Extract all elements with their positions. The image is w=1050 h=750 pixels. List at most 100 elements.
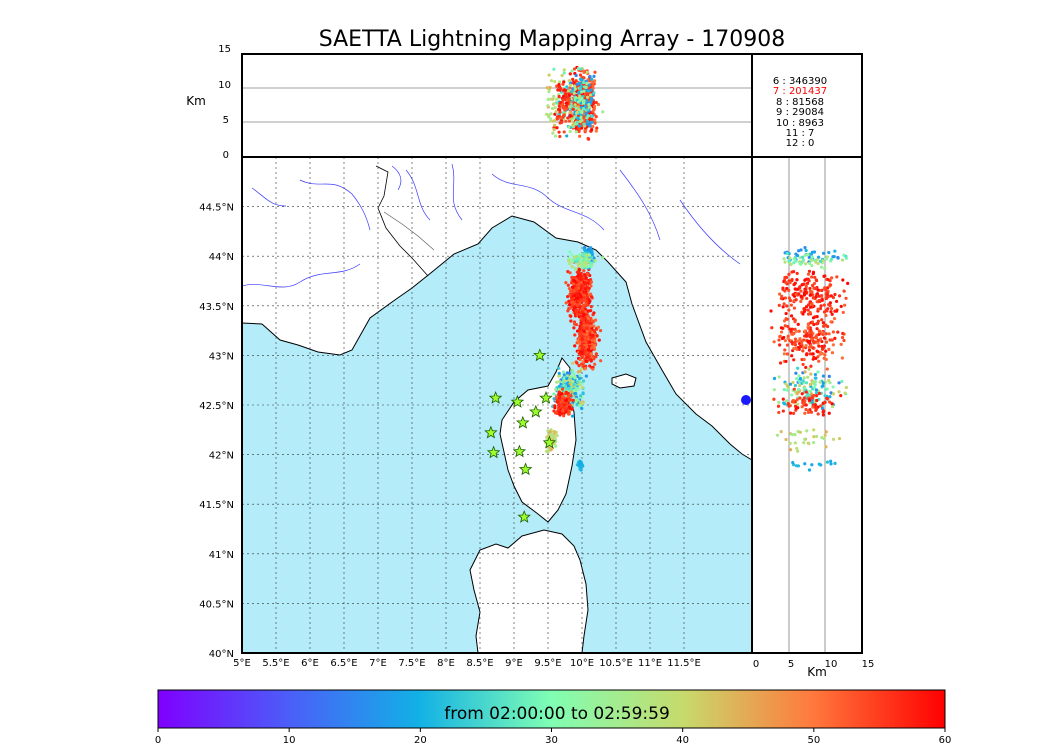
altitude-side-point [843,303,847,307]
map-y-tick-label: 40°N [209,649,234,660]
lma-stations [484,348,557,523]
lightning-source-point [582,290,586,294]
altitude-side-point [811,346,815,350]
altitude-side-point [819,404,823,408]
lightning-source-point [578,459,582,463]
altitude-top-point [593,121,597,125]
altitude-top-point [579,126,584,130]
altitude-side-point [814,336,819,340]
altitude-top-point [573,84,577,89]
altitude-side-point [821,374,826,378]
altitude-side-point [807,261,812,266]
altitude-top-point [577,107,581,111]
coastline [241,215,753,461]
altitude-side-point [820,298,824,303]
altitude-side-point [810,302,814,306]
altitude-side-point [781,409,785,413]
altitude-side-point [812,322,816,327]
altitude-side-point [816,288,820,292]
lightning-source-point [584,374,588,378]
altitude-side-point [820,347,825,351]
altitude-side-point [829,257,834,261]
altitude-side-point [826,277,830,282]
colorbar-tick-label: 20 [414,735,427,746]
lightning-source-point [579,280,583,285]
altitude-top-point [555,126,559,130]
altitude-side-point [829,459,833,463]
altitude-side-point [803,246,807,250]
altitude-side-point [795,254,800,258]
altitude-side-point [814,391,819,395]
altitude-top-point [585,81,589,85]
altitude-side-point [792,270,796,274]
altitude-side-point [813,275,817,279]
lightning-source-point [567,299,571,303]
altitude-side-point [770,326,774,330]
altitude-top-point [561,98,565,102]
altitude-side-point [806,340,811,344]
lightning-source-point [578,340,582,344]
altitude-top-point [546,97,550,101]
altitude-side-point [791,460,795,465]
lightning-source-point [581,303,586,307]
altitude-top-point [570,90,574,94]
altitude-side-point [810,275,814,279]
lightning-source-point [585,319,590,323]
altitude-side-point [783,296,787,300]
altitude-side-point [802,376,806,380]
altitude-top-point [549,97,553,101]
altitude-side-point [824,430,828,434]
altitude-top-point [573,103,577,107]
altitude-side-point [791,380,795,385]
altitude-side-point [793,383,798,388]
altitude-side-point [804,305,809,309]
altitude-side-point [806,272,811,276]
lightning-source-point [576,380,580,384]
lightning-source-point [572,372,576,376]
lightning-source-point [572,326,576,330]
altitude-side-point [827,374,831,379]
altitude-side-point [794,406,798,411]
altitude-side-point [789,303,793,307]
altitude-side-point [822,303,826,307]
altitude-top-point [585,93,590,97]
altitude-side-point [825,309,829,313]
lightning-source-point [561,409,565,413]
altitude-side-point [786,324,790,329]
lightning-source-point [569,289,573,293]
lightning-source-point [593,344,597,348]
altitude-side-point [837,381,841,385]
station-star-icon [539,391,553,404]
altitude-side-point [804,390,808,394]
alt-side-tick: 15 [862,659,875,670]
altitude-side-point [809,364,813,368]
altitude-top-point [555,116,559,120]
altitude-side-point [816,338,820,343]
altitude-side-point [815,327,819,331]
altitude-side-point [844,385,848,390]
altitude-side-point [820,330,824,335]
altitude-side-point [798,430,802,434]
altitude-top-point [588,121,592,125]
lightning-source-point [588,277,593,282]
altitude-side-point [824,288,828,292]
alt-top-tick: 10 [218,80,231,91]
lightning-source-point [575,361,579,365]
altitude-side-point [796,339,800,343]
altitude-top-point [575,120,580,124]
altitude-top-point [579,84,583,88]
altitude-top-point [567,93,572,97]
lightning-source-point [562,383,566,387]
altitude-side-point [793,441,797,445]
altitude-top-point [562,130,566,134]
lightning-source-point [574,397,578,401]
altitude-side-point [798,396,802,400]
altitude-top-point [582,122,586,126]
altitude-side-point [812,281,817,286]
altitude-side-point [791,411,796,416]
altitude-side-point [837,294,842,298]
altitude-side-point [803,399,807,403]
altitude-side-point [808,286,812,291]
lightning-source-point [580,262,584,267]
